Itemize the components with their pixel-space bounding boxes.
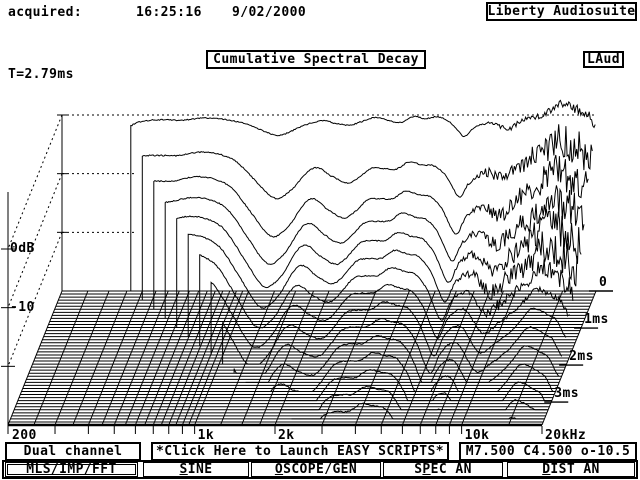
csd-slice-1 [141, 124, 593, 301]
button-spec-an[interactable]: S P EC AN [383, 462, 503, 477]
button-mls-imp-fft[interactable]: M LS/IMP/FFT [5, 462, 138, 477]
channel-mode-box[interactable]: Dual channel [5, 442, 141, 461]
csd-slice-5 [187, 231, 578, 337]
csd-slice-14 [291, 402, 544, 420]
time-tick-label-2ms: 2ms [569, 349, 594, 365]
csd-slice-6 [199, 254, 574, 346]
csd-slice-10 [245, 335, 560, 383]
easy-scripts-hint[interactable]: *Click Here to Launch EASY SCRIPTS* [151, 442, 449, 461]
csd-slice-4 [176, 208, 582, 328]
csd-waterfall-plot [1, 99, 613, 434]
db-tick-label-0: 0dB [10, 241, 35, 256]
chart-title-box: Cumulative Spectral Decay [206, 50, 426, 69]
button-oscope-gen[interactable]: O SCOPE/GEN [251, 462, 381, 477]
freq-tick-label-2k: 2k [278, 428, 295, 443]
laud-badge: LAud [583, 51, 624, 68]
csd-slice-12 [268, 368, 552, 402]
rise-time-marker: T=2.79ms [8, 67, 74, 82]
csd-slice-2 [153, 154, 589, 310]
freq-tick-label-200: 200 [12, 428, 37, 443]
csd-slice-7 [210, 281, 571, 355]
csd-slice-13 [280, 385, 548, 411]
freq-tick-label-20kHz: 20kHz [545, 428, 587, 443]
db-tick-label--10: -10 [10, 299, 35, 315]
acquired-date: 9/02/2000 [232, 5, 307, 20]
csd-plot-area[interactable]: 0dB -10 200 1k 2k 10k 20kHz 0 1ms 2ms 3ms [0, 0, 640, 442]
app-title: Liberty Audiosuite [487, 3, 636, 19]
time-tick-label-1ms: 1ms [584, 312, 609, 328]
freq-tick-label-1k: 1k [197, 428, 215, 443]
csd-slice-0 [130, 99, 596, 291]
function-button-bar [2, 460, 638, 479]
cursor-readout: M7.500 C4.500 o-10.5 [459, 442, 637, 461]
app-title-box: Liberty Audiosuite [486, 2, 637, 21]
chart-title: Cumulative Spectral Decay [213, 51, 419, 67]
time-tick-label-3ms: 3ms [554, 386, 579, 402]
time-tick-label-0: 0 [599, 275, 608, 290]
button-dist-an[interactable]: D IST AN [507, 462, 635, 477]
csd-slice-9 [233, 317, 563, 374]
acquired-time: 16:25:16 [136, 5, 202, 20]
csd-slice-3 [164, 185, 585, 319]
csd-slice-8 [222, 300, 567, 365]
csd-slice-11 [257, 351, 555, 392]
acquired-label: acquired: [8, 5, 83, 20]
button-sine[interactable]: S INE [143, 462, 249, 477]
freq-tick-label-10k: 10k [464, 428, 490, 443]
